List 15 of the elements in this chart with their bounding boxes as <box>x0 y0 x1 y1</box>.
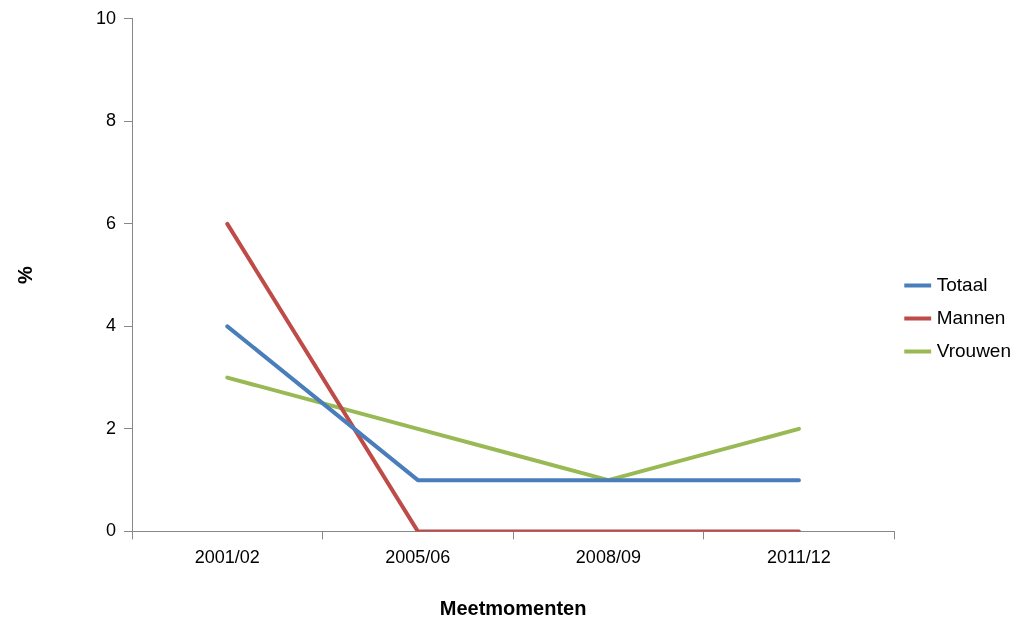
x-tick-label: 2005/06 <box>385 547 451 568</box>
y-tick-label: 6 <box>106 212 117 233</box>
x-tick-label: 2011/12 <box>767 547 831 568</box>
x-tick-label: 2008/09 <box>575 547 641 568</box>
legend-label: Mannen <box>936 306 1006 328</box>
y-axis-title: % <box>13 266 36 284</box>
y-tick-label: 2 <box>106 417 117 438</box>
x-tick-label: 2001/02 <box>194 547 260 568</box>
y-tick-label: 4 <box>106 315 117 336</box>
y-tick-label: 0 <box>106 520 117 541</box>
y-tick-label: 10 <box>95 7 117 28</box>
x-axis-title: Meetmomenten <box>439 596 587 619</box>
y-tick-label: 8 <box>106 110 117 131</box>
legend-label: Vrouwen <box>936 339 1012 361</box>
legend-label: Totaal <box>936 273 988 295</box>
